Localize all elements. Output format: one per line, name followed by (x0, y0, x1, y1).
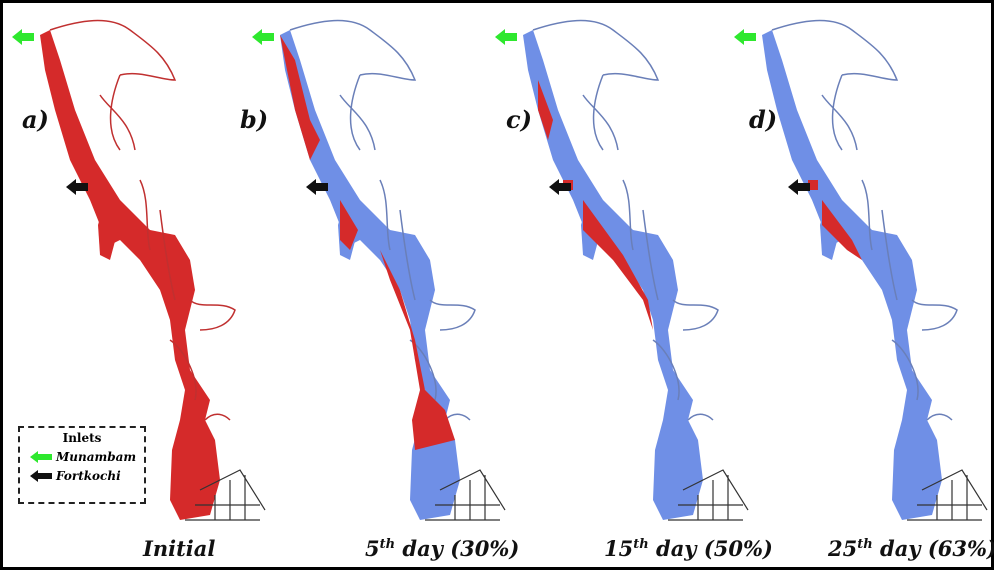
legend-item: Munambam (30, 450, 144, 464)
legend-label: Fortkochi (56, 469, 121, 483)
map-b (280, 19, 506, 521)
caption-text: 15 (604, 536, 634, 561)
caption-text: Initial (143, 536, 216, 561)
panel-label: a) (22, 105, 49, 134)
map-d (762, 19, 988, 521)
caption-text: 25 (828, 536, 858, 561)
panel-caption: 25th day (63%) (828, 536, 994, 561)
legend-item: Fortkochi (30, 469, 144, 483)
caption-superscript: th (857, 537, 873, 552)
legend-label: Munambam (56, 450, 137, 464)
caption-superscript: th (379, 537, 396, 552)
panel-label: d) (749, 105, 778, 134)
caption-superscript: th (633, 537, 649, 552)
panel-caption: 5th day (30%) (365, 536, 519, 561)
inlet-arrows (12, 29, 810, 195)
legend-title: Inlets (62, 431, 102, 445)
panel-caption: 15th day (50%) (604, 536, 773, 561)
map-c (523, 19, 749, 521)
caption-text: 5 (365, 536, 380, 561)
panel-caption: Initial (143, 536, 215, 561)
panel-label: c) (506, 105, 532, 134)
panel-label: b) (240, 105, 269, 134)
caption-text: day (63%) (872, 536, 994, 561)
legend: Inlets Munambam Fortkochi (18, 426, 146, 504)
caption-text: day (30%) (395, 536, 520, 561)
caption-text: day (50%) (648, 536, 773, 561)
